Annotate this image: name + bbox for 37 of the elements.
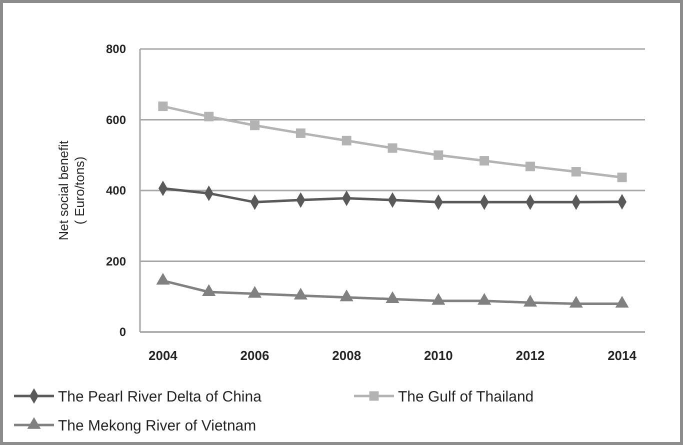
point [386,291,400,304]
x-tick-label: 2006 [240,348,270,363]
point [615,296,629,308]
point [432,293,446,305]
x-tick-label: 2014 [608,348,638,363]
point [340,289,354,302]
y-tick-label: 0 [119,325,126,340]
point [571,167,581,176]
y-axis-title: Net social benefit ( Euro/tons) [56,140,87,240]
y-tick-label: 600 [106,112,126,127]
x-tick-label: 2012 [516,348,545,363]
point [523,294,538,307]
point [250,120,260,130]
legend-label: The Pearl River Delta of China [58,388,262,406]
point [569,296,583,308]
point [434,150,444,160]
point [204,112,214,122]
x-tick-label: 2008 [332,348,362,363]
point [525,162,535,172]
legend-label: The Mekong River of Vietnam [58,417,256,434]
x-tick-label: 2004 [148,348,178,363]
legend-label: The Gulf of Thailand [398,388,534,406]
point [248,286,262,298]
y-tick-label: 200 [106,254,126,268]
x-tick-label: 2010 [424,348,453,363]
point [342,136,352,146]
point [294,288,308,300]
point [617,172,627,182]
point [156,272,170,285]
point [478,293,492,305]
y-tick-label: 800 [106,42,126,56]
point [480,156,490,166]
y-tick-label: 400 [106,184,126,198]
point [388,143,398,153]
point [202,284,216,296]
point [158,102,168,112]
point [296,128,306,138]
